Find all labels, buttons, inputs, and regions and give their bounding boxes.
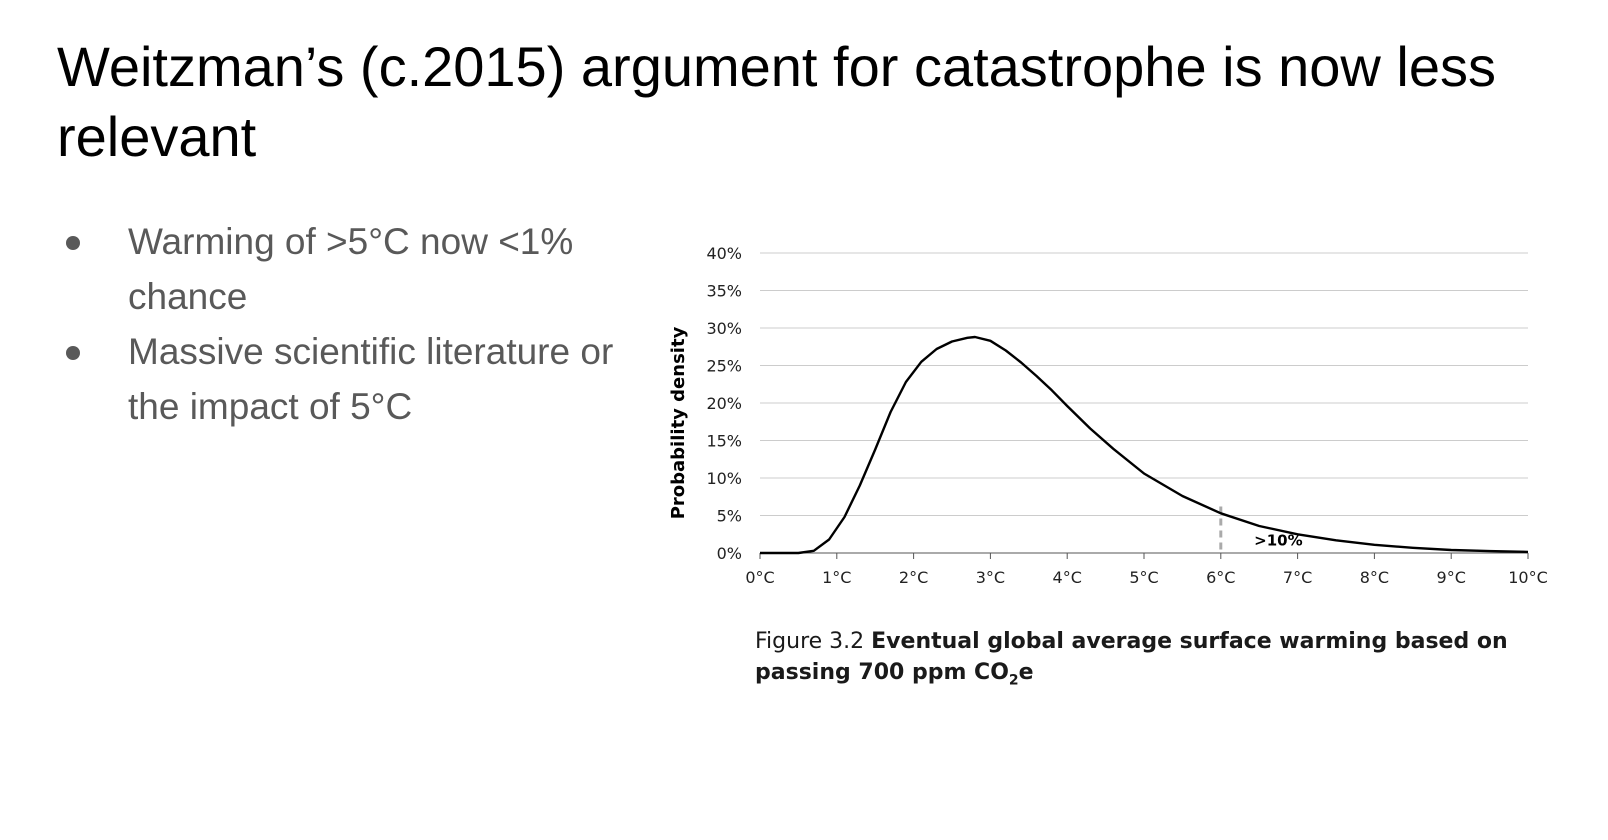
x-tick-label: 8°C xyxy=(1360,568,1389,587)
bullet-dot-icon xyxy=(66,346,80,360)
caption-label: Figure 3.2 xyxy=(755,629,865,654)
x-tick-label: 3°C xyxy=(976,568,1005,587)
y-tick-label: 10% xyxy=(706,469,742,488)
y-tick-label: 35% xyxy=(706,282,742,301)
y-tick-label: 5% xyxy=(717,507,742,526)
density-curve xyxy=(760,335,1529,555)
x-tick-label: 7°C xyxy=(1283,568,1312,587)
y-tick-label: 15% xyxy=(706,432,742,451)
bullet-dot-icon xyxy=(66,236,80,250)
y-axis-title: Probability density xyxy=(668,326,689,519)
caption-main-text: Eventual global average surface warming … xyxy=(755,629,1508,685)
x-tick-label: 2°C xyxy=(899,568,928,587)
bullet-text: Massive scientific literature or the imp… xyxy=(128,331,614,427)
x-tick-label: 5°C xyxy=(1129,568,1158,587)
tail-probability-label: >10% xyxy=(1254,532,1302,550)
y-tick-label: 20% xyxy=(706,394,742,413)
bullet-item: Warming of >5°C now <1% chance xyxy=(57,214,667,324)
y-tick-label: 0% xyxy=(717,544,742,563)
y-tick-label: 30% xyxy=(706,319,742,338)
x-tick-label: 0°C xyxy=(745,568,774,587)
y-tick-label: 25% xyxy=(706,357,742,376)
caption-suffix: e xyxy=(1018,660,1034,685)
x-tick-label: 9°C xyxy=(1437,568,1466,587)
slide-title: Weitzman’s (c.2015) argument for catastr… xyxy=(57,35,1497,168)
y-tick-label: 40% xyxy=(706,244,742,263)
caption-text: Eventual global average surface warming … xyxy=(755,629,1508,689)
figure: 0% 5% 10% 15% 20% 25% 30% 35% 40% 0°C 1°C 2°C 3°C 4°C… xyxy=(660,230,1608,730)
x-tick-label: 4°C xyxy=(1053,568,1082,587)
figure-caption: Figure 3.2 Eventual global average surfa… xyxy=(755,626,1555,696)
x-tick-label: 1°C xyxy=(822,568,851,587)
bullet-item: Massive scientific literature or the imp… xyxy=(57,324,667,434)
probability-density-chart: 0% 5% 10% 15% 20% 25% 30% 35% 40% 0°C 1°C 2°C 3°C 4°C… xyxy=(668,244,1548,587)
caption-subscript: 2 xyxy=(1008,672,1019,689)
bullet-text: Warming of >5°C now <1% chance xyxy=(128,221,574,317)
x-tick-label: 10°C xyxy=(1508,568,1548,587)
x-tick-label: 6°C xyxy=(1206,568,1235,587)
bullet-list: Warming of >5°C now <1% chance Massive s… xyxy=(57,214,667,434)
